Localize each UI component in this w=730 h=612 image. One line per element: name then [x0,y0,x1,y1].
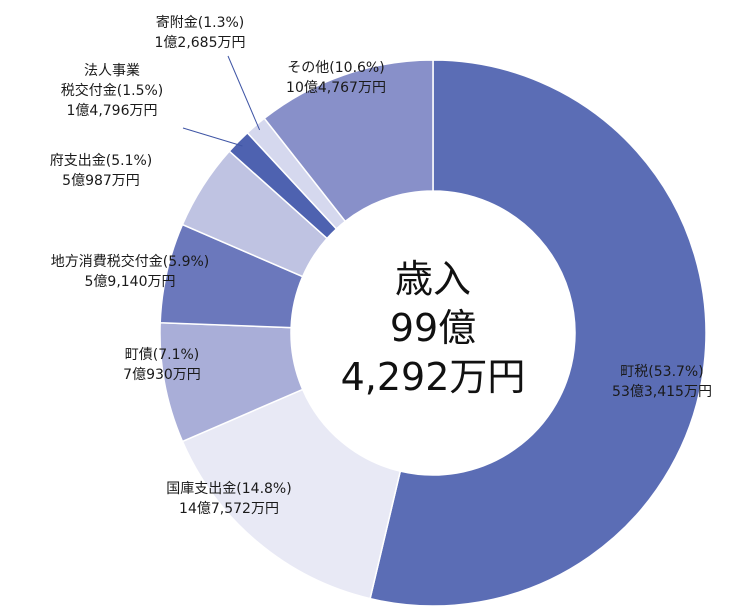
slice-2-label-name-pct: 国庫支出金(14.8%) [166,480,291,497]
center-amount-oku: 99億 [390,306,476,350]
slice-7-leader-line [227,55,261,131]
leader-lines [182,55,261,147]
slice-8-label-amount: 10億4,767万円 [286,80,386,96]
slice-4-label-name-pct: 地方消費税交付金(5.9%) [51,253,210,270]
slice-1-label-name-pct: 町税(53.7%) [620,364,703,380]
slice-6-label-name: 法人事業 [84,63,140,79]
donut-slices [159,59,707,607]
slice-4-label-amount: 5億9,140万円 [85,274,176,290]
slice-1-wedge [369,59,707,607]
slice-6-leader-line [182,127,243,147]
slice-7-label-amount: 1億2,685万円 [155,35,246,51]
slice-5-label-amount: 5億987万円 [62,173,140,189]
slice-8-label-name-pct: その他(10.6%) [287,60,384,76]
slice-2-wedge [181,388,402,600]
center-amount-man: 4,292万円 [341,355,526,399]
slice-6-label-name-pct: 税交付金(1.5%) [61,82,164,99]
slice-3-label-amount: 7億930万円 [123,367,201,383]
center-title: 歳入 [395,257,471,301]
slice-6-label-amount: 1億4,796万円 [67,103,158,119]
center-label: 歳入 99億 4,292万円 [341,257,526,399]
slice-3-label-name-pct: 町債(7.1%) [125,347,200,363]
slice-7-label-name-pct: 寄附金(1.3%) [156,14,245,31]
slice-8-wedge [263,59,434,223]
slice-1-label-amount: 53億3,415万円 [612,384,712,400]
slice-5-label-name-pct: 府支出金(5.1%) [50,153,153,169]
slice-2-label-amount: 14億7,572万円 [179,501,279,517]
